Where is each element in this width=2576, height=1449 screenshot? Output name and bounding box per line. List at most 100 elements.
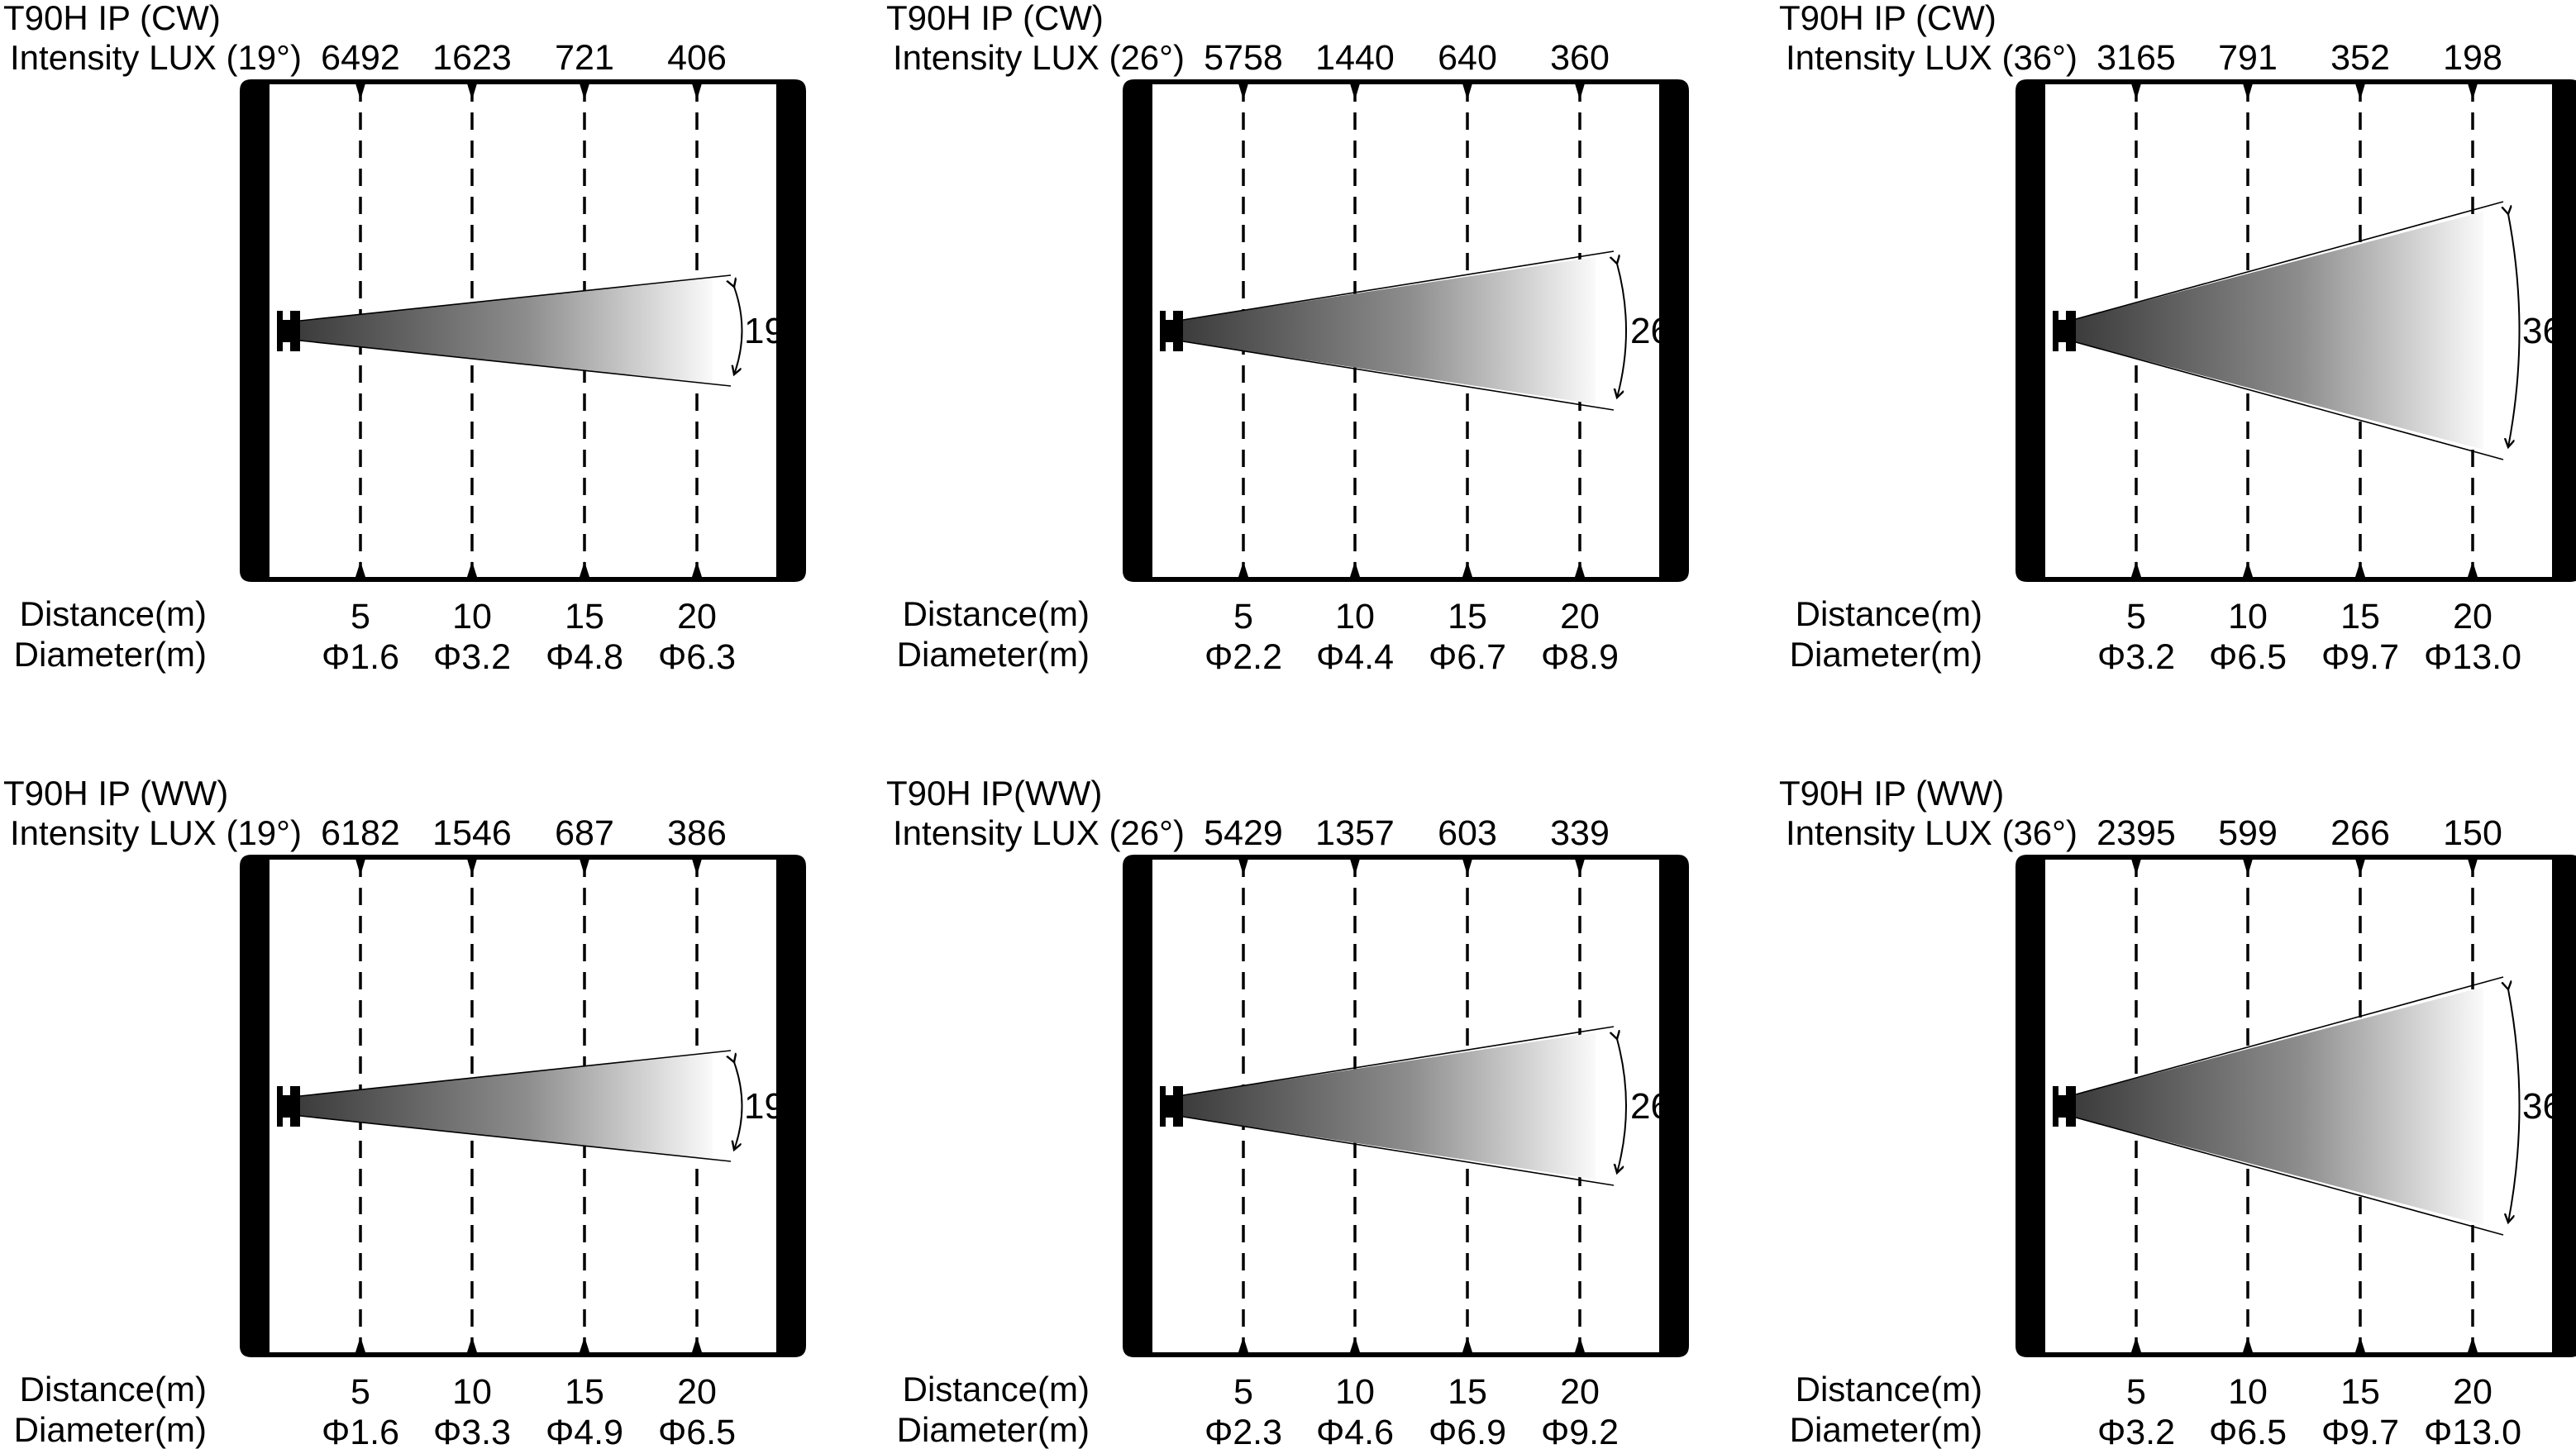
wall-frame <box>240 79 806 582</box>
intensity-label: Intensity LUX (36°) <box>1786 38 2077 77</box>
luminaire-icon <box>1160 311 1183 351</box>
beam-angle-label: 26° <box>1630 311 1686 351</box>
distance-row-label: Distance(m) <box>1796 594 1982 633</box>
diameter-row-label: Diameter(m) <box>1790 635 1982 674</box>
beam-panel-ww-26: T90H IP(WW) Intensity LUX (26°) 5429 135… <box>883 774 1741 1449</box>
intensity-value: 352 <box>2330 38 2390 78</box>
diameter-value: Φ2.2 <box>1205 637 1282 677</box>
intensity-value: 339 <box>1550 813 1610 853</box>
diameter-value: Φ9.2 <box>1541 1413 1619 1449</box>
diameter-row-label: Diameter(m) <box>897 635 1090 674</box>
beam-panel-cw-19: T90H IP (CW) Intensity LUX (19°) 6492 16… <box>0 0 858 677</box>
intensity-value: 640 <box>1438 38 1497 78</box>
beam-panel-cw-36: T90H IP (CW) Intensity LUX (36°) 3165 79… <box>1776 0 2576 677</box>
distance-value: 15 <box>565 597 604 636</box>
beam-panel-ww-19: T90H IP (WW) Intensity LUX (19°) 6182 15… <box>0 774 858 1449</box>
beam-angle-label: 26° <box>1630 1086 1686 1127</box>
beam-edge-top <box>2075 976 2504 1095</box>
intensity-value: 687 <box>555 813 614 853</box>
distance-value: 20 <box>1560 597 1600 636</box>
beam-edge-bottom <box>2075 1117 2504 1236</box>
beam-edge-bottom <box>1182 341 1615 411</box>
distance-row-label: Distance(m) <box>1796 1370 1982 1408</box>
intensity-label: Intensity LUX (26°) <box>893 38 1185 77</box>
intensity-label: Intensity LUX (19°) <box>10 813 302 852</box>
distance-gridlines <box>1238 83 1585 577</box>
intensity-value: 1623 <box>432 38 512 78</box>
distance-value: 5 <box>351 597 370 636</box>
beam-angle-arc <box>1617 1039 1627 1173</box>
wall-frame <box>240 855 806 1357</box>
distance-value: 20 <box>677 1372 717 1412</box>
distance-value: 20 <box>2453 1372 2493 1412</box>
diameter-value: Φ6.9 <box>1429 1413 1506 1449</box>
diameter-value: Φ3.2 <box>2097 1413 2175 1449</box>
distance-gridlines <box>2131 83 2478 577</box>
diameter-value: Φ13.0 <box>2424 1413 2521 1449</box>
diameter-value: Φ4.8 <box>546 637 623 677</box>
panel-title: T90H IP (WW) <box>3 774 228 813</box>
beam-edge-bottom <box>1182 1116 1615 1186</box>
distance-value: 10 <box>1335 597 1375 636</box>
beam-cone <box>300 1053 713 1159</box>
diameter-value: Φ4.9 <box>546 1413 623 1449</box>
intensity-value: 198 <box>2443 38 2502 78</box>
wall-frame <box>2015 855 2576 1357</box>
diameter-value: Φ4.6 <box>1316 1413 1394 1449</box>
intensity-label: Intensity LUX (36°) <box>1786 813 2077 852</box>
diameter-row-label: Diameter(m) <box>897 1410 1090 1449</box>
luminaire-icon <box>277 311 300 351</box>
diameter-value: Φ6.3 <box>658 637 736 677</box>
diameter-value: Φ4.4 <box>1316 637 1394 677</box>
intensity-value: 599 <box>2218 813 2278 853</box>
diameter-value: Φ9.7 <box>2321 1413 2399 1449</box>
beam-cone <box>2076 212 2483 450</box>
diameter-value: Φ1.6 <box>322 1413 399 1449</box>
intensity-value: 5758 <box>1204 38 1283 78</box>
diameter-value: Φ2.3 <box>1205 1413 1282 1449</box>
diameter-value: Φ3.2 <box>433 637 511 677</box>
intensity-label: Intensity LUX (26°) <box>893 813 1185 852</box>
intensity-value: 150 <box>2443 813 2502 853</box>
intensity-value: 406 <box>667 38 727 78</box>
distance-value: 5 <box>1233 1372 1253 1412</box>
intensity-value: 1440 <box>1315 38 1395 78</box>
diameter-value: Φ6.5 <box>2209 637 2287 677</box>
distance-value: 15 <box>565 1372 604 1412</box>
beam-edge-bottom <box>2075 341 2504 460</box>
panel-title: T90H IP (CW) <box>886 0 1104 37</box>
distance-value: 20 <box>1560 1372 1600 1412</box>
distance-value: 10 <box>452 1372 492 1412</box>
distance-value: 15 <box>1448 597 1487 636</box>
diameter-value: Φ3.2 <box>2097 637 2175 677</box>
distance-row-label: Distance(m) <box>20 594 207 633</box>
luminaire-icon <box>1160 1086 1183 1127</box>
distance-value: 15 <box>1448 1372 1487 1412</box>
beam-cone <box>2076 987 2483 1225</box>
intensity-value: 6492 <box>321 38 400 78</box>
beam-cone <box>300 278 713 384</box>
panel-title: T90H IP (CW) <box>3 0 221 37</box>
intensity-value: 1546 <box>432 813 512 853</box>
diameter-value: Φ6.5 <box>2209 1413 2287 1449</box>
distance-value: 10 <box>2228 1372 2268 1412</box>
intensity-value: 5429 <box>1204 813 1283 853</box>
panel-title: T90H IP(WW) <box>886 774 1102 813</box>
beam-angle-arc <box>2508 214 2521 447</box>
distance-value: 15 <box>2340 597 2380 636</box>
beam-angle-arc <box>734 287 743 374</box>
beam-panel-cw-26: T90H IP (CW) Intensity LUX (26°) 5758 14… <box>883 0 1741 677</box>
panel-title: T90H IP (WW) <box>1779 774 2004 813</box>
diameter-value: Φ9.7 <box>2321 637 2399 677</box>
distance-value: 5 <box>351 1372 370 1412</box>
beam-edge-top <box>299 1050 732 1097</box>
beam-angle-label: 36° <box>2522 311 2576 351</box>
diameter-value: Φ13.0 <box>2424 637 2521 677</box>
beam-edge-top <box>299 274 732 322</box>
distance-value: 10 <box>2228 597 2268 636</box>
diameter-value: Φ3.3 <box>433 1413 511 1449</box>
beam-edge-top <box>1182 1026 1615 1096</box>
intensity-value: 6182 <box>321 813 400 853</box>
beam-angle-label: 19° <box>744 311 799 351</box>
diameter-row-label: Diameter(m) <box>14 635 207 674</box>
